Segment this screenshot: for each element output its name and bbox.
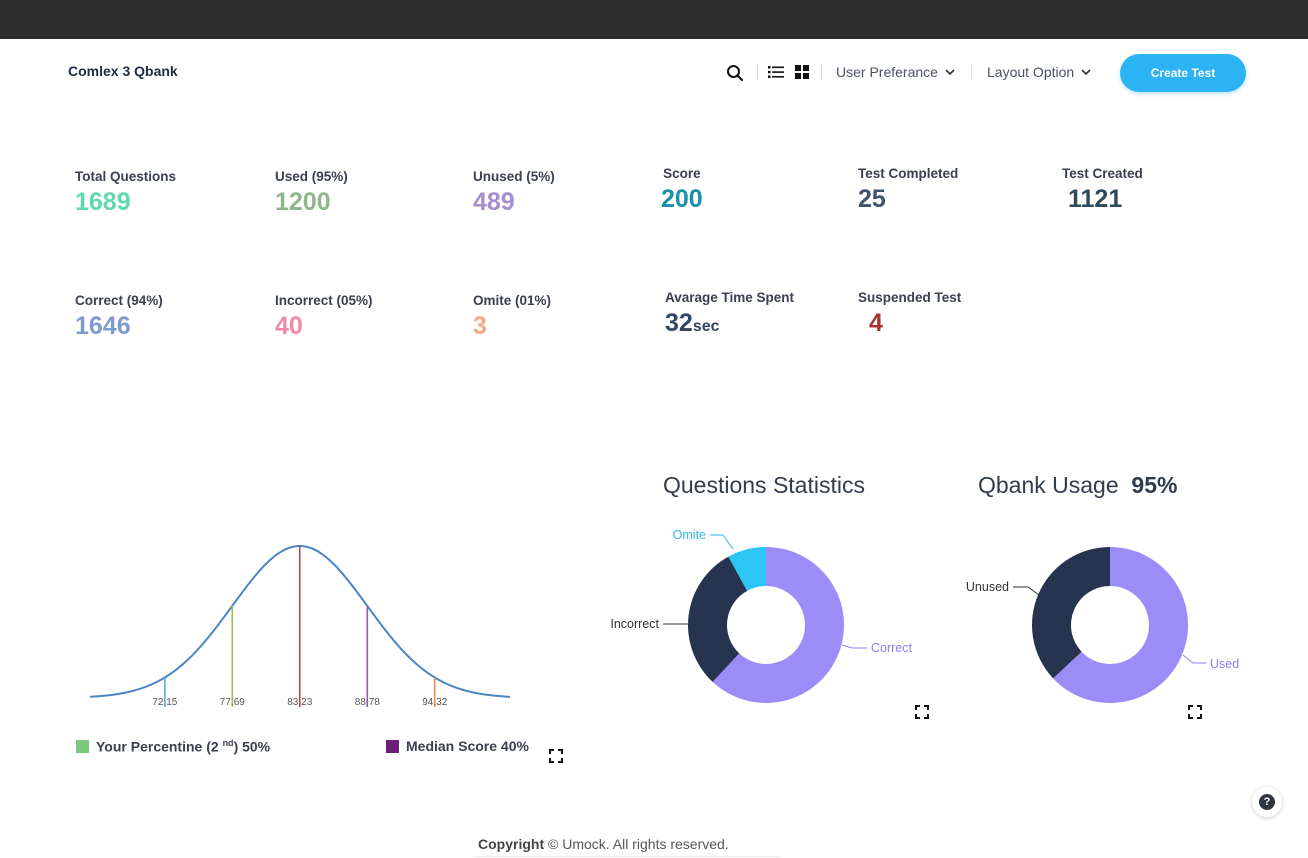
donut-label-used: Used bbox=[1210, 657, 1239, 671]
legend-median-label: Median Score 40% bbox=[406, 738, 529, 754]
stat-label: Test Completed bbox=[858, 166, 959, 181]
user-preference-dropdown[interactable]: User Preferance bbox=[836, 64, 956, 80]
stat-omite: Omite (01%) 3 bbox=[473, 293, 551, 341]
grid-view-icon[interactable] bbox=[795, 65, 809, 79]
qbank-usage-value: 95% bbox=[1131, 472, 1178, 498]
percentile-marker-label: 88.78 bbox=[355, 697, 380, 708]
percentile-marker-label: 77.69 bbox=[220, 697, 245, 708]
legend-percentile-suffix: ) 50% bbox=[233, 738, 271, 755]
donut-label-leader bbox=[1182, 654, 1206, 664]
stat-test-created: Test Created 1121 bbox=[1062, 166, 1143, 214]
donut-label-unused: Unused bbox=[966, 580, 1009, 594]
footer-copyright-rest: © Umock. All rights reserved. bbox=[544, 836, 729, 852]
stat-value: 1689 bbox=[75, 188, 131, 216]
donut-label-leader bbox=[841, 644, 867, 649]
stat-value-number: 32 bbox=[665, 309, 693, 337]
qbank-usage-label: Qbank Usage bbox=[978, 472, 1119, 498]
chevron-down-icon bbox=[1081, 69, 1091, 76]
expand-icon[interactable] bbox=[549, 749, 563, 763]
stat-label: Test Created bbox=[1062, 166, 1143, 181]
stat-value: 3 bbox=[473, 312, 487, 340]
legend-percentile: Your Percentine (2 nd) 50% bbox=[76, 738, 270, 755]
donut-label-omite: Omite bbox=[673, 528, 706, 542]
stat-label: Correct (94%) bbox=[75, 293, 163, 308]
legend-percentile-prefix: Your Percentine (2 bbox=[96, 738, 223, 755]
brand-title[interactable]: Comlex 3 Qbank bbox=[68, 63, 178, 79]
stat-correct: Correct (94%) 1646 bbox=[75, 293, 163, 341]
donut-label-leader bbox=[710, 534, 734, 550]
list-view-icon[interactable] bbox=[768, 65, 784, 79]
stat-value: 4 bbox=[869, 309, 883, 337]
stat-score: Score 200 bbox=[661, 166, 703, 214]
donut-slice-used bbox=[1053, 547, 1188, 703]
questions-statistics-title: Questions Statistics bbox=[663, 472, 865, 498]
stat-used: Used (95%) 1200 bbox=[275, 169, 348, 217]
stat-value: 1121 bbox=[1068, 185, 1123, 213]
legend-percentile-sup: nd bbox=[222, 738, 234, 748]
stat-incorrect: Incorrect (05%) 40 bbox=[275, 293, 373, 341]
nav-divider bbox=[821, 64, 822, 80]
footer-copyright-bold: Copyright bbox=[478, 836, 545, 852]
qbank-usage-donut: Used Unused bbox=[966, 547, 1239, 703]
stat-label: Suspended Test bbox=[858, 290, 962, 305]
percentile-marker-label: 94.32 bbox=[422, 697, 447, 708]
legend-swatch bbox=[386, 739, 399, 753]
donut-label-leader bbox=[1013, 586, 1040, 596]
stat-average-time: Avarage Time Spent 32sec bbox=[665, 290, 794, 338]
stat-unused: Unused (5%) 489 bbox=[473, 169, 555, 217]
stat-label: Unused (5%) bbox=[473, 169, 555, 184]
help-icon: ? bbox=[1259, 794, 1275, 810]
footer-divider bbox=[474, 856, 780, 857]
stat-value: 40 bbox=[275, 312, 303, 340]
stat-label: Omite (01%) bbox=[473, 293, 552, 308]
stat-value: 1200 bbox=[275, 188, 331, 216]
donut-slice-correct bbox=[712, 547, 844, 703]
donut-slice-incorrect bbox=[688, 556, 748, 682]
donut-slice-unused bbox=[1032, 547, 1110, 679]
legend-median: Median Score 40% bbox=[386, 738, 529, 754]
stat-label: Incorrect (05%) bbox=[275, 293, 373, 308]
legend-percentile-label: Your Percentine (2 nd) 50% bbox=[96, 738, 270, 755]
stat-suspended-test: Suspended Test 4 bbox=[858, 290, 961, 338]
create-test-button[interactable]: Create Test bbox=[1120, 54, 1246, 92]
stat-total-questions: Total Questions 1689 bbox=[75, 169, 176, 217]
nav-divider bbox=[971, 64, 972, 80]
stat-value: 489 bbox=[473, 188, 515, 216]
stat-label: Score bbox=[663, 166, 701, 181]
legend-swatch bbox=[76, 739, 89, 753]
chevron-down-icon bbox=[945, 69, 955, 76]
percentile-bell-chart: 72.15 77.69 83.23 88.78 94.32 bbox=[89, 544, 511, 708]
percentile-marker-label: 83.23 bbox=[287, 697, 312, 708]
donut-label-incorrect: Incorrect bbox=[610, 617, 659, 631]
expand-icon[interactable] bbox=[1188, 705, 1202, 719]
layout-option-dropdown[interactable]: Layout Option bbox=[987, 64, 1092, 80]
expand-icon[interactable] bbox=[915, 705, 929, 719]
stat-value: 32sec bbox=[665, 309, 794, 338]
help-button[interactable]: ? bbox=[1252, 787, 1282, 817]
nav-divider bbox=[757, 64, 758, 80]
questions-statistics-donut: Correct Incorrect Omite bbox=[610, 528, 913, 703]
donut-slice-omite bbox=[728, 547, 766, 591]
stat-value-unit: sec bbox=[692, 318, 720, 335]
footer-copyright: Copyright © Umock. All rights reserved. bbox=[478, 836, 729, 852]
stat-value: 1646 bbox=[75, 312, 131, 340]
stat-test-completed: Test Completed 25 bbox=[858, 166, 958, 214]
donut-label-correct: Correct bbox=[871, 641, 913, 655]
stat-value: 200 bbox=[661, 185, 703, 213]
browser-top-bar bbox=[0, 0, 1308, 39]
stat-label: Total Questions bbox=[75, 169, 177, 184]
stat-value: 25 bbox=[858, 185, 886, 213]
layout-option-label: Layout Option bbox=[987, 64, 1075, 80]
stat-label: Avarage Time Spent bbox=[665, 290, 795, 305]
percentile-marker-label: 72.15 bbox=[152, 697, 177, 708]
user-preference-label: User Preferance bbox=[836, 64, 938, 80]
search-icon[interactable] bbox=[726, 64, 744, 82]
stat-label: Used (95%) bbox=[275, 169, 348, 184]
qbank-usage-title: Qbank Usage 95% bbox=[978, 472, 1177, 499]
